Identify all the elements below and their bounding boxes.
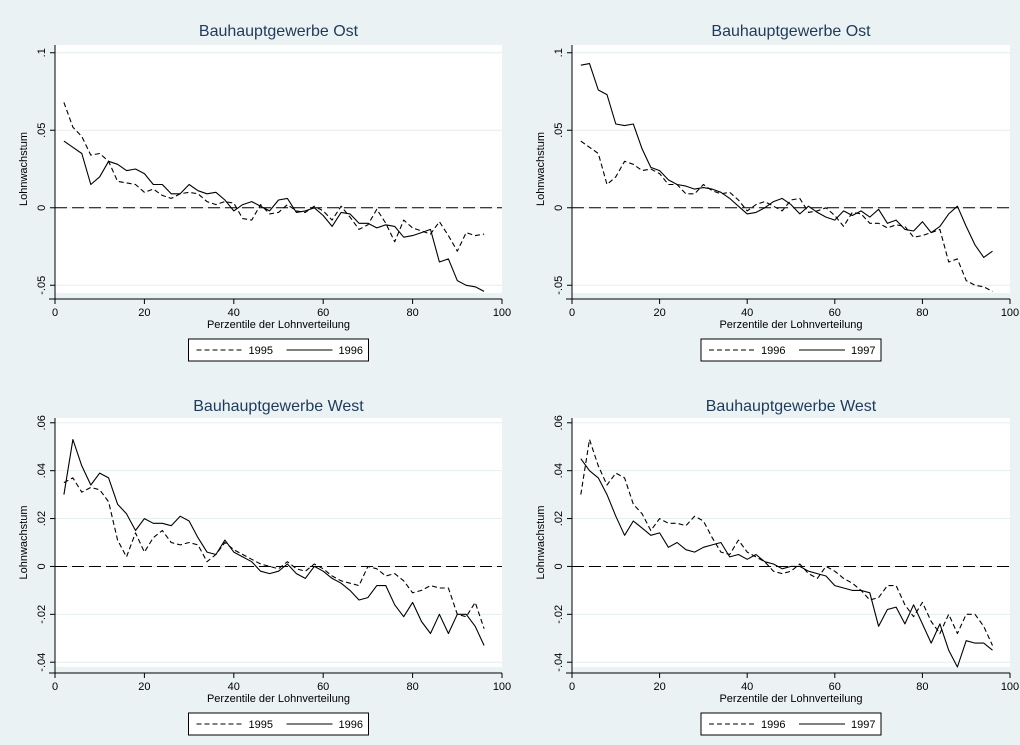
y-tick-label: -.02: [36, 605, 48, 624]
legend: 1996 1997: [700, 712, 882, 736]
y-tick-label: 0: [36, 205, 48, 211]
plot-area: [572, 45, 1010, 293]
x-axis-label: Perzentile der Lohnverteilung: [719, 319, 862, 331]
x-axis-label: Perzentile der Lohnverteilung: [207, 693, 350, 705]
y-tick-label: .04: [36, 463, 48, 478]
x-tick-label: 20: [653, 681, 665, 693]
plot-area: [572, 418, 1010, 667]
y-tick-label: -.05: [36, 276, 48, 295]
x-tick-label: 60: [317, 681, 329, 693]
y-tick-label: 0: [553, 563, 565, 569]
legend-box: [188, 338, 369, 362]
legend-label: 1996: [339, 345, 363, 357]
y-tick-label: -.04: [36, 653, 48, 672]
legend-label: 1996: [761, 345, 785, 357]
chart-title: Bauhauptgewerbe West: [706, 398, 877, 415]
x-tick-label: 60: [317, 307, 329, 319]
chart-panel: Bauhauptgewerbe Ost -.05 0 .05 .1 Lohnwachstu…: [522, 8, 1019, 372]
series-line-1996: [580, 140, 993, 292]
x-tick-label: 60: [829, 307, 841, 319]
chart-title: Bauhauptgewerbe Ost: [711, 23, 871, 40]
y-axis-label: Lohnwachstum: [535, 506, 547, 580]
series-line-1997: [580, 458, 993, 668]
y-axis-label: Lohnwachstum: [18, 132, 30, 206]
series-line-1997: [580, 63, 993, 258]
legend-label: 1996: [761, 719, 785, 731]
legend-label: 1995: [249, 719, 273, 731]
x-tick-label: 100: [493, 681, 511, 693]
x-tick-label: 0: [52, 307, 58, 319]
chart-title: Bauhauptgewerbe Ost: [199, 23, 359, 40]
x-axis-label: Perzentile der Lohnverteilung: [719, 693, 862, 705]
y-axis-label: Lohnwachstum: [535, 132, 547, 206]
x-tick-label: 60: [829, 681, 841, 693]
legend-box: [188, 712, 369, 736]
plot-area: [55, 418, 502, 667]
x-tick-label: 100: [493, 307, 511, 319]
legend: 1996 1997: [700, 338, 882, 362]
y-tick-label: .02: [553, 511, 565, 526]
y-tick-label: -.04: [553, 653, 565, 672]
y-tick-label: .02: [36, 511, 48, 526]
x-tick-label: 40: [741, 681, 753, 693]
legend-box: [700, 338, 882, 362]
legend: 1995 1996: [188, 338, 369, 362]
legend-label: 1996: [339, 719, 363, 731]
x-tick-label: 20: [653, 307, 665, 319]
y-tick-label: .1: [553, 48, 565, 57]
x-tick-label: 40: [741, 307, 753, 319]
x-tick-label: 0: [569, 681, 575, 693]
y-tick-label: -.05: [553, 276, 565, 295]
chart-panel: Bauhauptgewerbe Ost -.05 0 .05 .1 Lohnwachstu…: [5, 8, 511, 372]
x-tick-label: 0: [569, 307, 575, 319]
y-tick-label: 0: [36, 563, 48, 569]
x-tick-label: 80: [406, 681, 418, 693]
x-tick-label: 20: [138, 307, 150, 319]
x-tick-label: 80: [916, 681, 928, 693]
y-tick-label: .05: [553, 123, 565, 138]
y-tick-label: 0: [553, 205, 565, 211]
x-axis-label: Perzentile der Lohnverteilung: [207, 319, 350, 331]
series-line-1995: [63, 102, 485, 252]
chart-title: Bauhauptgewerbe West: [193, 398, 364, 415]
x-tick-label: 100: [1001, 681, 1019, 693]
series-line-1996: [63, 438, 485, 646]
y-tick-label: .1: [36, 48, 48, 57]
y-tick-label: .05: [36, 123, 48, 138]
y-tick-label: -.02: [553, 605, 565, 624]
chart-panel: Bauhauptgewerbe West -.04 -.02 0 .02 .04 .06 Lo…: [5, 383, 511, 741]
legend-label: 1997: [851, 345, 875, 357]
x-tick-label: 40: [228, 307, 240, 319]
chart-panel: Bauhauptgewerbe West -.04 -.02 0 .02 .04 .06 Lo…: [522, 383, 1019, 741]
legend: 1995 1996: [188, 712, 369, 736]
legend-label: 1995: [249, 345, 273, 357]
series-line-1995: [63, 477, 485, 629]
x-tick-label: 40: [228, 681, 240, 693]
x-tick-label: 80: [406, 307, 418, 319]
y-tick-label: .04: [553, 463, 565, 478]
plot-area: [55, 45, 502, 293]
legend-label: 1997: [851, 719, 875, 731]
series-line-1996: [580, 438, 993, 646]
legend-box: [700, 712, 882, 736]
series-line-1996: [63, 140, 485, 292]
y-tick-label: .06: [36, 415, 48, 430]
y-tick-label: .06: [553, 415, 565, 430]
y-axis-label: Lohnwachstum: [18, 506, 30, 580]
x-tick-label: 100: [1001, 307, 1019, 319]
x-tick-label: 20: [138, 681, 150, 693]
x-tick-label: 80: [916, 307, 928, 319]
x-tick-label: 0: [52, 681, 58, 693]
